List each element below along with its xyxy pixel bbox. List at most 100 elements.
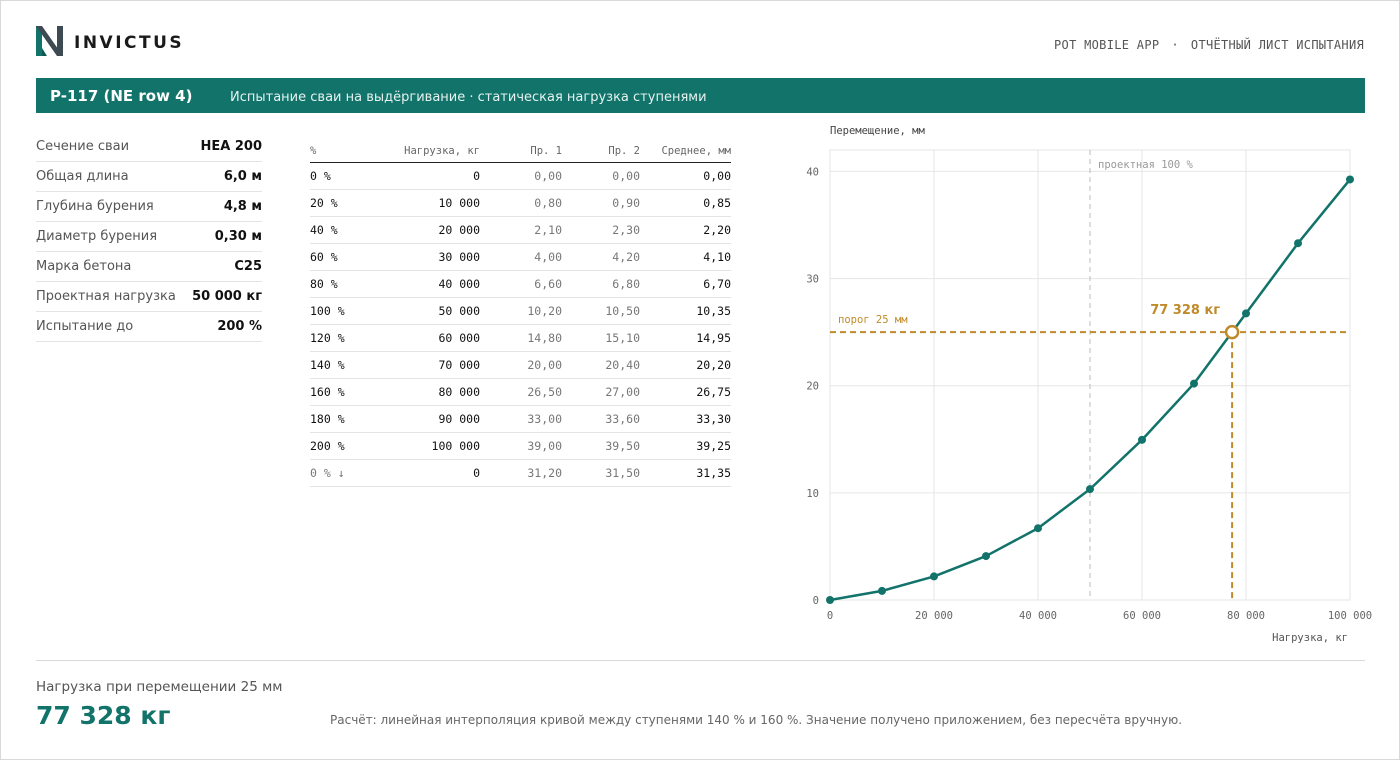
calculation-note: Расчёт: линейная интерполяция кривой меж… [330, 713, 1183, 727]
table-cell: 6,80 [612, 277, 640, 291]
table-cell: 100 % [310, 304, 345, 318]
data-point [826, 596, 834, 604]
table-cell: 33,00 [527, 412, 562, 426]
table-cell: 0 [473, 466, 480, 480]
data-point [1034, 524, 1042, 533]
table-cell: 0 % ↓ [310, 466, 345, 480]
table-cell: 80 000 [438, 385, 480, 399]
table-cell: 50 000 [438, 304, 480, 318]
data-point [982, 552, 990, 561]
table-cell: 180 % [310, 412, 345, 426]
table-cell: 14,95 [696, 331, 731, 345]
table-cell: 4,20 [612, 250, 640, 264]
table-cell: 2,20 [703, 223, 731, 237]
table-cell: 27,00 [605, 385, 640, 399]
header-cell: % [310, 145, 317, 157]
spec-row: Испытание до 200 % [36, 312, 262, 342]
title-band: P-117 (NE row 4) Испытание сваи на выдёр… [36, 78, 1365, 113]
table-cell: 40 % [310, 223, 338, 237]
spec-label: Марка бетона [36, 259, 132, 274]
spec-label: Сечение сваи [36, 139, 130, 154]
table-cell: 40 000 [438, 277, 480, 291]
table-cell: 26,75 [696, 385, 731, 399]
table-row: 80 % 40 000 6,60 6,80 6,70 [310, 271, 731, 298]
table-cell: 10,50 [605, 304, 640, 318]
table-cell: 10,20 [527, 304, 562, 318]
spec-value: 4,8 м [223, 199, 262, 214]
spec-row: Марка бетона C25 [36, 252, 262, 282]
y-tick-label: 20 [806, 381, 819, 393]
table-row: 100 % 50 000 10,20 10,50 10,35 [310, 298, 731, 325]
x-tick-label: 60 000 [1123, 610, 1161, 622]
result-label: Нагрузка при перемещении 25 мм [36, 679, 283, 695]
table-cell: 0,90 [612, 196, 640, 210]
spec-value: 6,0 м [223, 169, 262, 184]
table-cell: 2,30 [612, 223, 640, 237]
data-point [930, 572, 938, 581]
spec-value: C25 [234, 259, 262, 274]
load-displacement-chart: 0 20 000 40 000 60 000 80 000 100 000 0 10 20 30 4… [806, 125, 1372, 644]
spec-value: 200 % [217, 319, 262, 334]
x-tick-label: 20 000 [915, 610, 953, 622]
table-cell: 2,10 [534, 223, 562, 237]
table-cell: 39,00 [527, 439, 562, 453]
y-tick-label: 40 [806, 166, 819, 178]
data-point [1138, 435, 1146, 444]
header-meta: POT MOBILE APP · ОТЧЁТНЫЙ ЛИСТ ИСПЫТАНИЯ [1054, 38, 1364, 52]
table-row: 140 % 70 000 20,00 20,40 20,20 [310, 352, 731, 379]
spec-row: Общая длина 6,0 м [36, 162, 262, 192]
brand-name: INVICTUS [74, 33, 185, 53]
table-row: 0 % ↓ 0 31,20 31,50 31,35 [310, 460, 731, 487]
table-cell: 90 000 [438, 412, 480, 426]
table-row: 180 % 90 000 33,00 33,60 33,30 [310, 406, 731, 433]
x-axis-label: Нагрузка, кг [1272, 632, 1348, 644]
table-cell: 39,50 [605, 439, 640, 453]
table-cell: 15,10 [605, 331, 640, 345]
table-header: % Нагрузка, кг Пр. 1 Пр. 2 Среднее, мм [310, 140, 731, 163]
table-cell: 0,80 [534, 196, 562, 210]
spec-value: HEA 200 [200, 139, 262, 154]
table-row: 0 % 0 0,00 0,00 0,00 [310, 163, 731, 190]
table-cell: 0,85 [703, 196, 731, 210]
marker-label: 77 328 кг [1150, 303, 1220, 318]
table-cell: 4,10 [703, 250, 731, 264]
data-point [1190, 379, 1198, 388]
table-cell: 140 % [310, 358, 345, 372]
table-body: 0 % 0 0,00 0,00 0,00 20 % 10 000 0,80 0,90 0,85 40… [310, 163, 731, 487]
y-tick-label: 10 [806, 488, 819, 500]
table-cell: 20 % [310, 196, 338, 210]
data-point [1086, 485, 1094, 494]
table-cell: 0,00 [612, 169, 640, 183]
table-cell: 20 000 [438, 223, 480, 237]
table-cell: 0 % [310, 169, 331, 183]
table-cell: 120 % [310, 331, 345, 345]
invictus-logo-icon [36, 26, 63, 56]
table-cell: 6,60 [534, 277, 562, 291]
data-point [1294, 239, 1302, 248]
table-row: 20 % 10 000 0,80 0,90 0,85 [310, 190, 731, 217]
header-cell: Нагрузка, кг [404, 145, 480, 157]
pile-specs: Сечение сваи HEA 200 Общая длина 6,0 м Глу… [36, 132, 262, 342]
data-point [1242, 309, 1250, 318]
table-cell: 0,00 [534, 169, 562, 183]
table-cell: 14,80 [527, 331, 562, 345]
spec-row: Проектная нагрузка 50 000 кг [36, 282, 262, 312]
spec-row: Диаметр бурения 0,30 м [36, 222, 262, 252]
result-value: 77 328 кг [36, 701, 171, 730]
spec-label: Общая длина [36, 169, 129, 184]
table-row: 40 % 20 000 2,10 2,30 2,20 [310, 217, 731, 244]
table-cell: 33,60 [605, 412, 640, 426]
doc-type: ОТЧЁТНЫЙ ЛИСТ ИСПЫТАНИЯ [1190, 38, 1364, 52]
table-cell: 160 % [310, 385, 345, 399]
table-row: 200 % 100 000 39,00 39,50 39,25 [310, 433, 731, 460]
y-tick-label: 30 [806, 274, 819, 286]
threshold-label: порог 25 мм [838, 314, 908, 326]
table-cell: 80 % [310, 277, 338, 291]
y-axis-label: Перемещение, мм [830, 125, 926, 137]
spec-value: 0,30 м [214, 229, 262, 244]
load-table: % Нагрузка, кг Пр. 1 Пр. 2 Среднее, мм 0… [310, 140, 731, 487]
table-cell: 10,35 [696, 304, 731, 318]
spec-label: Испытание до [36, 319, 134, 334]
app-name: POT MOBILE APP [1054, 38, 1160, 52]
table-cell: 0 [473, 169, 480, 183]
